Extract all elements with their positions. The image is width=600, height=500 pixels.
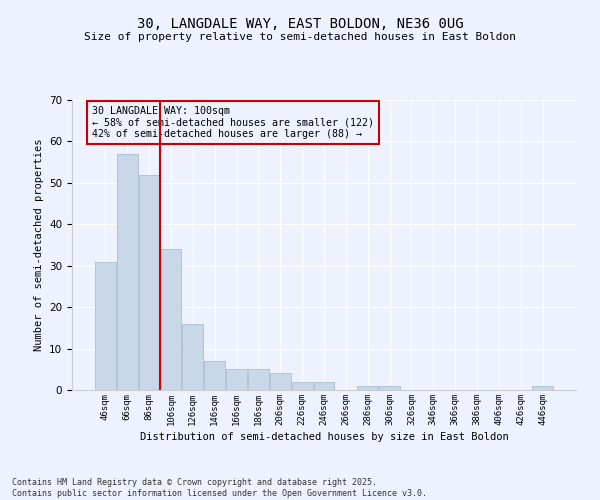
Bar: [292, 382, 313, 390]
X-axis label: Distribution of semi-detached houses by size in East Boldon: Distribution of semi-detached houses by …: [140, 432, 508, 442]
Bar: [358, 386, 378, 390]
Bar: [248, 370, 269, 390]
Bar: [226, 370, 247, 390]
Y-axis label: Number of semi-detached properties: Number of semi-detached properties: [34, 138, 44, 352]
Text: Contains HM Land Registry data © Crown copyright and database right 2025.
Contai: Contains HM Land Registry data © Crown c…: [12, 478, 427, 498]
Bar: [314, 382, 334, 390]
Bar: [182, 324, 203, 390]
Bar: [270, 374, 290, 390]
Bar: [139, 174, 160, 390]
Bar: [95, 262, 116, 390]
Bar: [532, 386, 553, 390]
Text: 30, LANGDALE WAY, EAST BOLDON, NE36 0UG: 30, LANGDALE WAY, EAST BOLDON, NE36 0UG: [137, 18, 463, 32]
Bar: [161, 249, 181, 390]
Bar: [379, 386, 400, 390]
Text: 30 LANGDALE WAY: 100sqm
← 58% of semi-detached houses are smaller (122)
42% of s: 30 LANGDALE WAY: 100sqm ← 58% of semi-de…: [92, 106, 374, 139]
Text: Size of property relative to semi-detached houses in East Boldon: Size of property relative to semi-detach…: [84, 32, 516, 42]
Bar: [117, 154, 137, 390]
Bar: [204, 361, 225, 390]
